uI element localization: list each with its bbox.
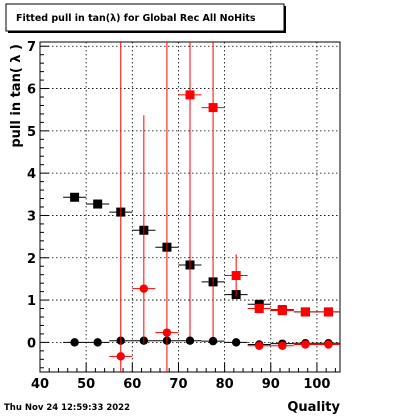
data-point-circle [278, 341, 287, 350]
x-tick-label: 80 [216, 377, 234, 392]
data-point-circle [208, 336, 218, 346]
title-box-shadow-bottom [8, 31, 286, 33]
y-tick-label: 3 [27, 209, 36, 224]
x-tick-label: 60 [123, 377, 141, 392]
data-point-circle [70, 338, 79, 347]
data-points [63, 42, 340, 372]
data-point-circle [116, 352, 125, 361]
footer-timestamp: Thu Nov 24 12:59:33 2022 [4, 403, 130, 413]
axis-ticks [39, 45, 336, 372]
data-point-square [277, 306, 287, 316]
data-point-circle [185, 336, 195, 345]
x-tick-label: 100 [303, 377, 330, 392]
x-tick-label: 40 [31, 377, 49, 392]
y-tick-label: 2 [27, 252, 36, 267]
grid [40, 42, 340, 372]
title-box-shadow [284, 6, 286, 33]
tick-labels: 40 50 60 70 80 90 100 0 1 2 3 4 5 6 7 [27, 40, 331, 392]
data-point-square [323, 307, 333, 317]
data-point-circle [324, 340, 333, 349]
data-point-circle [255, 341, 264, 350]
data-point-square [70, 192, 80, 202]
y-tick-label: 0 [27, 336, 36, 351]
data-point-square [208, 103, 218, 113]
data-point-circle [139, 284, 149, 293]
data-point-circle [93, 338, 102, 347]
x-tick-label: 50 [77, 377, 95, 392]
data-point-square [300, 307, 310, 317]
data-point-square [185, 90, 195, 100]
data-point-square [93, 199, 103, 209]
title-box [5, 3, 285, 32]
data-point-circle [231, 338, 241, 347]
chart-title: Fitted pull in tan(λ) for Global Rec All… [16, 13, 256, 24]
y-tick-label: 6 [27, 83, 36, 98]
data-point-square [254, 304, 264, 314]
y-tick-label: 7 [27, 40, 36, 55]
y-tick-label: 5 [27, 125, 36, 140]
x-tick-label: 90 [262, 377, 280, 392]
data-point-square [231, 271, 241, 281]
x-axis-label: Quality [287, 400, 340, 414]
data-point-circle [301, 340, 310, 349]
data-point-circle [162, 328, 172, 337]
y-axis-label: pull in tan( λ ) [9, 44, 24, 148]
y-tick-label: 1 [27, 294, 36, 309]
x-tick-label: 70 [169, 377, 187, 392]
y-tick-label: 4 [27, 167, 36, 182]
